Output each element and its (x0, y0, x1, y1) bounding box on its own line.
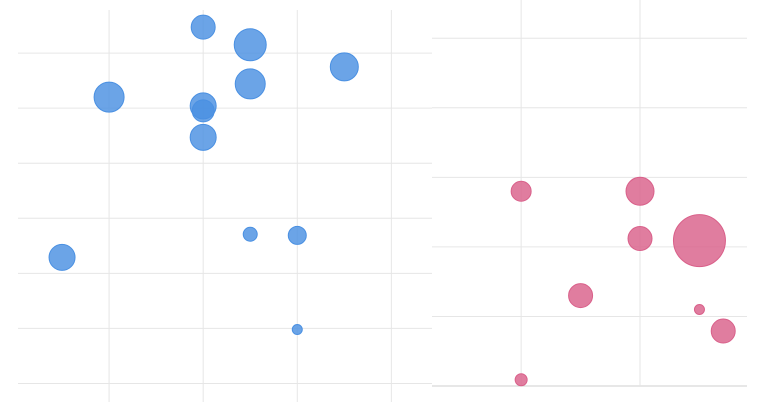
bubble (627, 226, 653, 252)
bubble (710, 318, 736, 344)
bubble (242, 226, 258, 242)
bubble (625, 176, 655, 206)
bubble (568, 283, 594, 309)
bubble (693, 303, 705, 315)
bubble (190, 14, 216, 40)
bubble (233, 28, 267, 62)
bubble (514, 373, 528, 387)
bubble (48, 243, 76, 271)
bubble (287, 225, 307, 245)
bubble (329, 52, 359, 82)
bubble (672, 214, 726, 268)
bubble (191, 99, 215, 123)
bubble (510, 180, 532, 202)
bubble (234, 68, 266, 100)
bubble (189, 123, 217, 151)
bubble (93, 81, 125, 113)
bubble (291, 324, 303, 336)
